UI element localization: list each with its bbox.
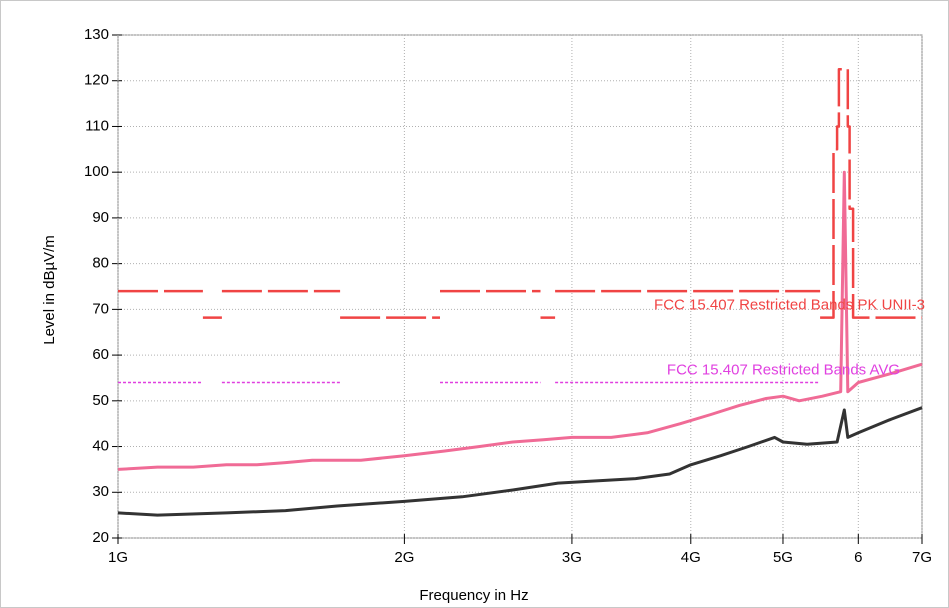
y-tick-label: 60 xyxy=(92,346,109,363)
y-tick-label: 100 xyxy=(84,163,109,180)
y-tick-label: 120 xyxy=(84,72,109,89)
y-axis-label: Level in dBµV/m xyxy=(41,235,58,345)
y-tick-label: 20 xyxy=(92,529,109,546)
trace xyxy=(117,406,923,517)
y-tick-label: 40 xyxy=(92,438,109,455)
x-axis-label: Frequency in Hz xyxy=(419,587,528,604)
y-tick-label: 50 xyxy=(92,392,109,409)
trace xyxy=(117,170,923,471)
x-tick-label: 3G xyxy=(562,549,582,566)
limit-label: FCC 15.407 Restricted Bands PK UNII-3 xyxy=(654,297,925,314)
y-tick-label: 130 xyxy=(84,26,109,43)
y-tick-label: 80 xyxy=(92,255,109,272)
y-tick-label: 90 xyxy=(92,209,109,226)
x-tick-label: 4G xyxy=(681,549,701,566)
y-tick-label: 30 xyxy=(92,483,109,500)
x-tick-label: 6 xyxy=(854,549,862,566)
y-tick-label: 70 xyxy=(92,300,109,317)
limit-label: FCC 15.407 Restricted Bands AVG xyxy=(667,361,900,378)
x-tick-label: 2G xyxy=(394,549,414,566)
limit-line xyxy=(118,68,922,319)
x-tick-label: 7G xyxy=(912,549,932,566)
plot-area xyxy=(117,34,923,539)
x-tick-label: 5G xyxy=(773,549,793,566)
x-tick-label: 1G xyxy=(108,549,128,566)
y-tick-label: 110 xyxy=(85,117,109,134)
